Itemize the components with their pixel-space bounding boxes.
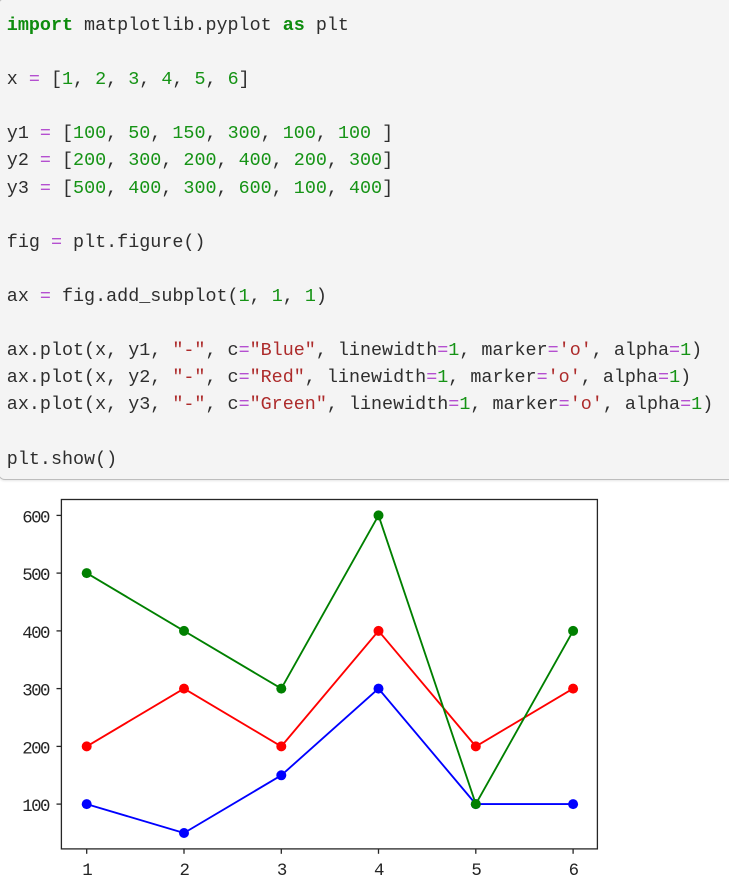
svg-text:100: 100 (22, 798, 50, 817)
svg-text:2: 2 (180, 862, 190, 881)
svg-text:6: 6 (569, 862, 579, 881)
svg-text:600: 600 (22, 509, 50, 528)
svg-text:3: 3 (277, 862, 287, 881)
svg-text:5: 5 (471, 862, 481, 881)
svg-text:500: 500 (22, 567, 50, 586)
svg-text:200: 200 (22, 740, 50, 759)
svg-text:400: 400 (22, 625, 50, 644)
svg-text:1: 1 (82, 862, 92, 881)
svg-text:4: 4 (374, 862, 384, 881)
svg-text:300: 300 (22, 683, 50, 702)
